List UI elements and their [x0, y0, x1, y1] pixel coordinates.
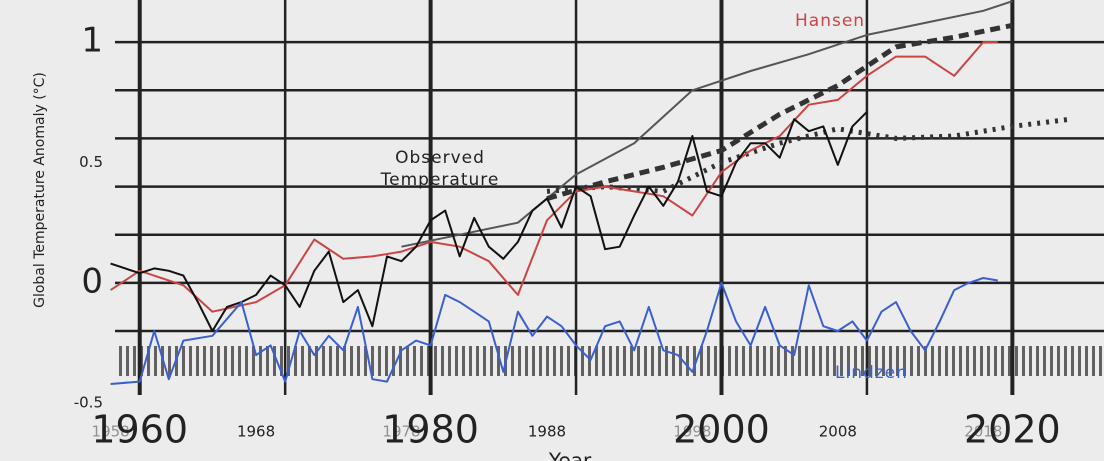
x-tick-label: 1968: [237, 423, 275, 441]
x-tick-label: 2020: [964, 408, 1061, 452]
y-tick-label: 0: [81, 261, 103, 301]
y-axis-label: Global Temperature Anomaly (°C): [32, 72, 48, 308]
x-tick-label: 1960: [91, 408, 188, 452]
x-tick-label: 1958: [92, 423, 130, 441]
x-tick-label: 1998: [673, 423, 711, 441]
y-tick-label: 1: [81, 21, 103, 61]
x-tick-label: 1988: [528, 423, 566, 441]
series-label: Observed Temperature: [380, 148, 500, 190]
series-label: Lindzen: [835, 363, 908, 383]
series-line: [401, 0, 1013, 248]
series-line: [110, 111, 868, 332]
tick-comb: [115, 346, 1104, 376]
x-tick-label: 2000: [673, 408, 770, 452]
y-tick-label: -0.5: [74, 394, 103, 412]
x-tick-label: 2008: [819, 423, 857, 441]
x-tick-label: 1978: [382, 423, 420, 441]
series-line: [110, 41, 998, 313]
x-axis-label: Year: [548, 449, 592, 461]
x-tick-label: 1980: [382, 408, 479, 452]
series-line: [546, 116, 1071, 194]
y-tick-label: 0.5: [79, 153, 103, 171]
x-tick-label: 2018: [964, 423, 1002, 441]
series-line: [110, 277, 998, 385]
series-label: Hansen: [795, 11, 866, 31]
series-line: [546, 22, 1013, 202]
